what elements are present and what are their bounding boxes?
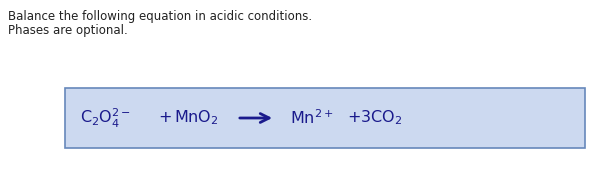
Text: $\mathregular{C_2O_4^{2-}}$: $\mathregular{C_2O_4^{2-}}$ bbox=[80, 106, 131, 130]
Text: Phases are optional.: Phases are optional. bbox=[8, 24, 128, 37]
Text: $\mathregular{+3CO_2}$: $\mathregular{+3CO_2}$ bbox=[347, 109, 402, 127]
Text: Balance the following equation in acidic conditions.: Balance the following equation in acidic… bbox=[8, 10, 312, 23]
FancyBboxPatch shape bbox=[65, 88, 585, 148]
Text: $\mathregular{+\, MnO_2}$: $\mathregular{+\, MnO_2}$ bbox=[158, 109, 219, 127]
Text: $\mathregular{Mn^{2+}}$: $\mathregular{Mn^{2+}}$ bbox=[290, 109, 333, 127]
